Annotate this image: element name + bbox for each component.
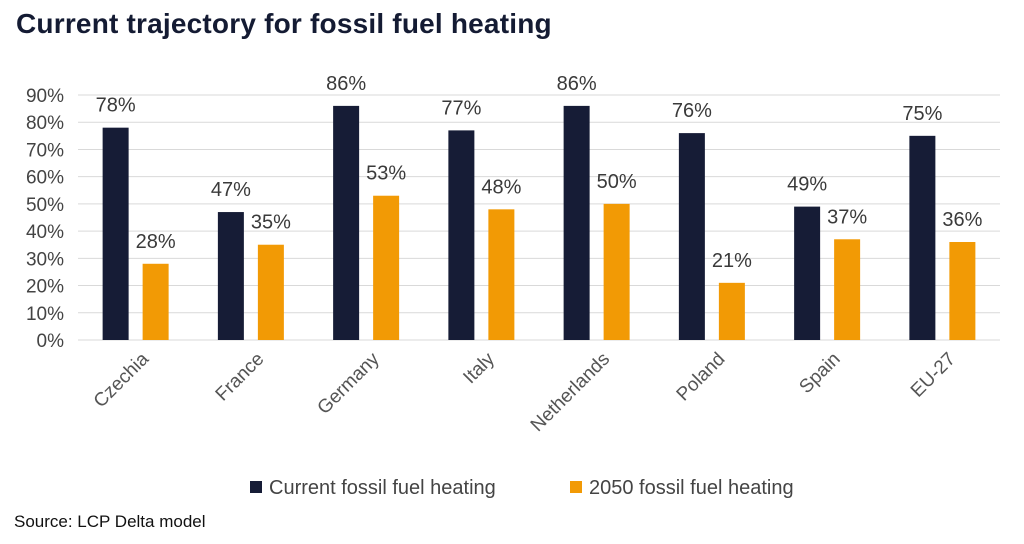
y-tick-label: 40%: [26, 222, 64, 243]
data-label: 86%: [326, 73, 366, 95]
data-label: 35%: [251, 212, 291, 234]
y-tick-label: 70%: [26, 140, 64, 161]
y-tick-label: 80%: [26, 113, 64, 134]
data-label: 21%: [712, 250, 752, 272]
bar-current: [217, 212, 244, 340]
bar-current: [333, 105, 360, 340]
x-tick-label: Spain: [795, 349, 844, 398]
y-tick-label: 0%: [37, 331, 65, 352]
data-label: 49%: [787, 174, 827, 196]
data-label: 86%: [557, 73, 597, 95]
x-tick-label: Poland: [673, 349, 730, 406]
bar-2050: [142, 263, 169, 340]
bar-current: [794, 206, 821, 340]
bar-2050: [949, 242, 976, 340]
x-tick-label: France: [212, 349, 269, 406]
data-label: 47%: [211, 179, 251, 201]
y-tick-label: 60%: [26, 168, 64, 189]
bar-2050: [373, 195, 400, 340]
data-label: 77%: [441, 97, 481, 119]
data-label: 28%: [136, 231, 176, 253]
bar-current: [563, 105, 590, 340]
legend-swatch-2050: [570, 481, 582, 493]
chart-title: Current trajectory for fossil fuel heati…: [16, 8, 552, 39]
data-label: 37%: [827, 206, 867, 228]
bar-2050: [257, 244, 284, 340]
y-tick-label: 10%: [26, 304, 64, 325]
bar-2050: [834, 239, 861, 340]
data-label: 78%: [96, 95, 136, 117]
y-tick-label: 20%: [26, 277, 64, 298]
bar-2050: [718, 282, 745, 340]
x-tick-label: Italy: [459, 348, 499, 388]
y-tick-label: 50%: [26, 195, 64, 216]
data-label: 76%: [672, 100, 712, 122]
data-label: 53%: [366, 163, 406, 185]
source-note: Source: LCP Delta model: [14, 512, 206, 531]
x-tick-label: Czechia: [90, 348, 154, 412]
legend-swatch-current: [250, 481, 262, 493]
bar-current: [678, 133, 705, 340]
data-label: 50%: [597, 171, 637, 193]
x-tick-label: EU-27: [907, 349, 960, 402]
legend-label-2050: 2050 fossil fuel heating: [589, 477, 794, 499]
legend-label-current: Current fossil fuel heating: [269, 477, 496, 499]
data-label: 36%: [942, 209, 982, 231]
bar-2050: [603, 203, 630, 340]
y-tick-label: 90%: [26, 86, 64, 107]
data-label: 75%: [902, 103, 942, 125]
x-tick-label: Germany: [314, 348, 384, 418]
bar-current: [102, 127, 129, 341]
data-label: 48%: [481, 176, 521, 198]
x-tick-label: Netherlands: [527, 349, 614, 436]
bar-current: [909, 135, 936, 340]
y-tick-label: 30%: [26, 249, 64, 270]
bar-current: [448, 130, 475, 340]
bar-2050: [488, 209, 515, 340]
